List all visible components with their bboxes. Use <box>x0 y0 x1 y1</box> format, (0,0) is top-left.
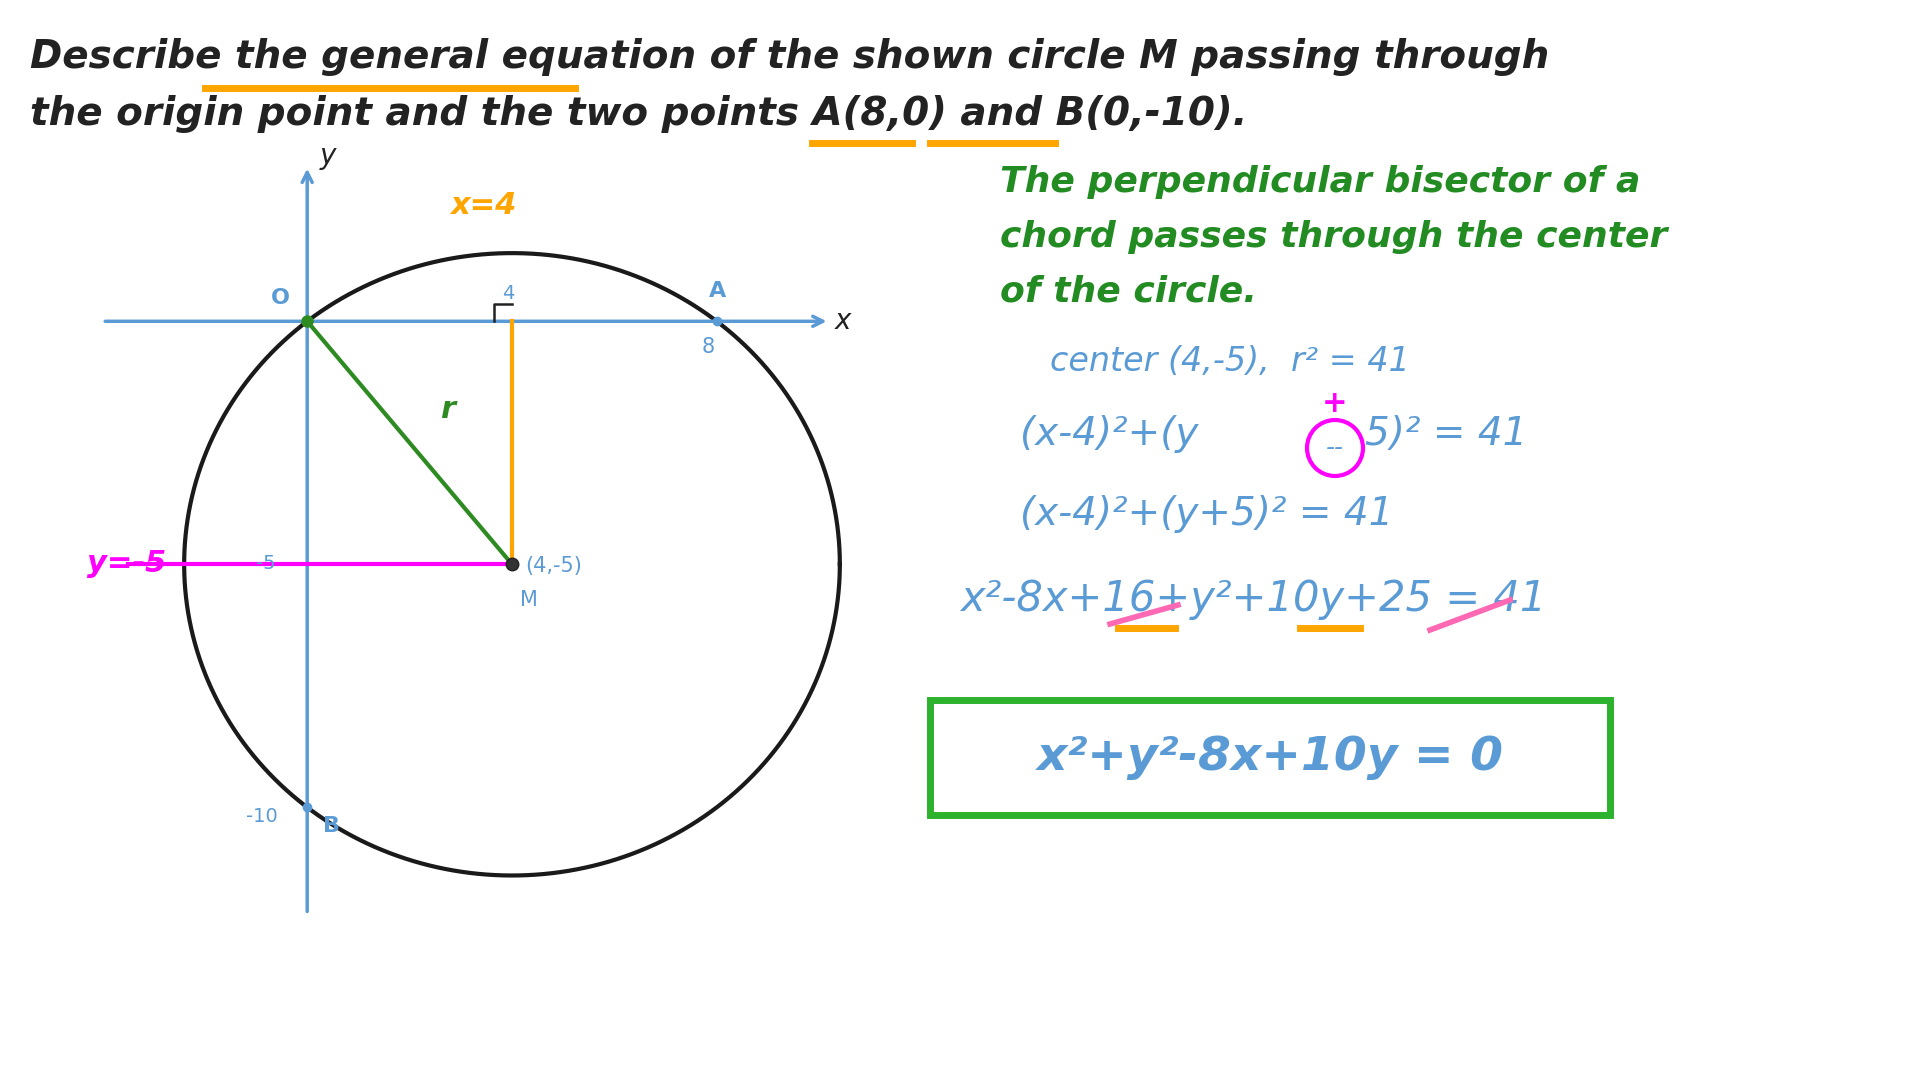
Text: B: B <box>323 815 340 836</box>
Text: (x-4)²+(y: (x-4)²+(y <box>1020 415 1198 453</box>
Text: 5)² = 41: 5)² = 41 <box>1365 415 1528 453</box>
Text: chord passes through the center: chord passes through the center <box>1000 220 1667 254</box>
Text: (x-4)²+(y+5)² = 41: (x-4)²+(y+5)² = 41 <box>1020 495 1394 534</box>
Text: y=-5: y=-5 <box>86 549 167 578</box>
Text: O: O <box>271 288 290 308</box>
Text: M: M <box>520 590 538 609</box>
Text: x: x <box>835 308 851 335</box>
Text: center (4,-5),  r² = 41: center (4,-5), r² = 41 <box>1050 345 1409 378</box>
Text: x²-8x+16+y²+10y+25 = 41: x²-8x+16+y²+10y+25 = 41 <box>960 578 1546 620</box>
Text: (4,-5): (4,-5) <box>524 555 582 576</box>
Text: Describe the general equation of the shown circle M passing through: Describe the general equation of the sho… <box>31 38 1549 76</box>
Text: 8: 8 <box>701 337 714 356</box>
Text: of the circle.: of the circle. <box>1000 275 1258 309</box>
Text: x=4: x=4 <box>451 191 516 220</box>
Text: the origin point and the two points A(8,0) and B(0,-10).: the origin point and the two points A(8,… <box>31 95 1248 133</box>
Text: x²+y²-8x+10y = 0: x²+y²-8x+10y = 0 <box>1037 735 1503 780</box>
Text: --: -- <box>1327 436 1344 460</box>
Text: y: y <box>321 143 336 170</box>
Text: -5: -5 <box>255 554 276 573</box>
Text: The perpendicular bisector of a: The perpendicular bisector of a <box>1000 165 1640 199</box>
Text: r: r <box>440 395 455 424</box>
Text: A: A <box>708 281 726 301</box>
FancyBboxPatch shape <box>929 700 1611 815</box>
Text: -10: -10 <box>246 807 278 826</box>
Text: 4: 4 <box>501 284 515 303</box>
Text: +: + <box>1323 389 1348 418</box>
